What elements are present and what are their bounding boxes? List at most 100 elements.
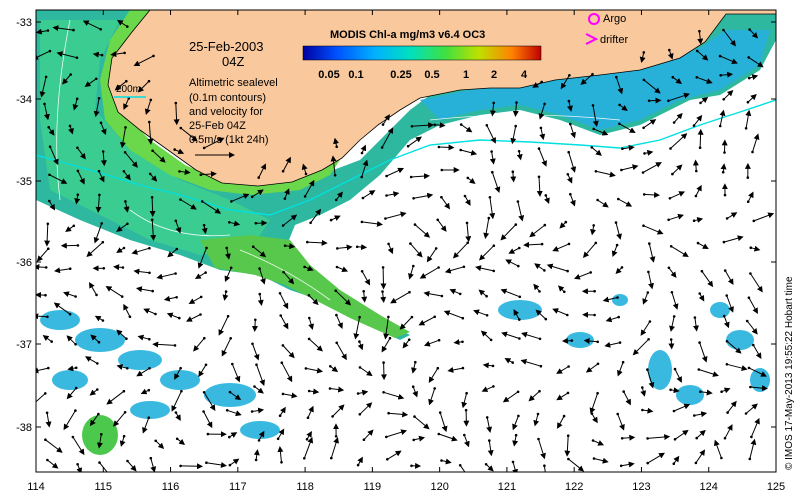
velocity-arrow: [723, 29, 737, 47]
velocity-arrow: [535, 309, 547, 320]
velocity-arrow: [89, 413, 99, 427]
velocity-arrow: [116, 247, 125, 254]
velocity-arrow: [166, 312, 180, 319]
x-tick-label: 114: [27, 481, 45, 493]
velocity-arrow: [615, 267, 623, 275]
velocity-arrow: [591, 147, 602, 156]
velocity-arrow: [475, 265, 494, 272]
velocity-arrow: [500, 288, 520, 298]
velocity-arrow: [726, 340, 742, 354]
velocity-arrow-base: [72, 28, 75, 32]
velocity-arrow: [543, 465, 546, 472]
velocity-arrows: [36, 19, 775, 472]
velocity-arrow: [546, 263, 568, 272]
velocity-arrow: [674, 368, 682, 383]
velocity-arrow: [669, 191, 686, 199]
velocity-arrow: [523, 241, 543, 248]
velocity-arrow: [333, 137, 339, 147]
velocity-arrow: [643, 79, 661, 94]
velocity-arrow: [566, 174, 573, 184]
velocity-arrow: [63, 291, 76, 298]
velocity-arrow: [36, 313, 48, 320]
velocity-arrow: [482, 362, 494, 369]
velocity-arrow: [193, 337, 205, 352]
velocity-arrow: [254, 386, 264, 394]
velocity-arrow: [723, 90, 734, 100]
velocity-arrow: [590, 225, 596, 236]
velocity-arrow: [408, 265, 414, 280]
velocity-arrow: [698, 293, 705, 302]
velocity-arrow: [517, 201, 525, 222]
velocity-arrow: [53, 302, 71, 315]
velocity-arrow: [127, 460, 137, 472]
velocity-arrow: [280, 315, 289, 330]
velocity-arrow: [583, 338, 598, 344]
x-tick-label: 115: [94, 481, 112, 493]
velocity-arrow: [175, 412, 181, 421]
scale-label: 200m: [116, 84, 141, 95]
velocity-arrow: [724, 270, 734, 285]
velocity-arrow: [74, 194, 81, 205]
velocity-arrow: [309, 388, 320, 395]
velocity-arrow: [251, 319, 258, 332]
velocity-arrow: [412, 386, 418, 398]
colorbar-label: 0.5: [424, 69, 439, 81]
velocity-arrow: [380, 291, 387, 303]
legend: Argo drifter: [585, 13, 628, 46]
velocity-arrow: [748, 56, 764, 68]
velocity-arrow: [516, 151, 523, 161]
velocity-arrow: [307, 405, 314, 418]
velocity-arrow: [694, 411, 708, 418]
velocity-arrow: [569, 123, 576, 139]
velocity-arrow: [336, 342, 347, 361]
velocity-arrow: [413, 192, 434, 199]
velocity-arrow: [282, 392, 298, 399]
velocity-arrow: [90, 334, 100, 343]
velocity-arrow: [88, 282, 97, 296]
velocity-arrow: [419, 267, 439, 279]
velocity-arrow: [42, 335, 52, 343]
velocity-arrow: [301, 163, 308, 175]
velocity-arrow: [253, 449, 260, 460]
velocity-arrow: [564, 435, 571, 457]
velocity-arrow: [568, 152, 577, 173]
velocity-arrow: [224, 267, 232, 283]
velocity-arrow: [114, 80, 127, 91]
velocity-arrow: [77, 170, 85, 185]
velocity-arrow: [602, 296, 618, 303]
velocity-arrow: [133, 55, 154, 67]
velocity-arrow: [411, 173, 430, 180]
velocity-arrow: [544, 195, 550, 205]
velocity-arrow: [593, 128, 609, 136]
velocity-arrow: [673, 112, 683, 123]
x-tick-label: 123: [632, 481, 650, 493]
velocity-arrow: [668, 267, 677, 279]
velocity-arrow: [203, 411, 213, 429]
velocity-arrow: [119, 436, 126, 447]
velocity-arrow: [726, 363, 748, 371]
velocity-arrow: [335, 191, 343, 201]
velocity-arrow: [615, 222, 622, 240]
velocity-arrow: [152, 341, 176, 348]
y-axis-ticks: -33 -34 -35 -36 -37 -38: [16, 17, 776, 434]
velocity-arrow: [642, 292, 649, 305]
velocity-arrow: [670, 133, 688, 149]
velocity-arrow: [752, 133, 760, 153]
velocity-arrow: [390, 291, 410, 304]
velocity-arrow: [669, 316, 675, 332]
velocity-arrow: [453, 339, 463, 346]
velocity-arrow: [56, 51, 78, 59]
velocity-arrow: [218, 315, 229, 336]
velocity-arrow: [463, 434, 470, 448]
velocity-arrow: [358, 389, 369, 396]
velocity-arrow: [698, 369, 719, 377]
velocity-arrow: [418, 316, 435, 326]
velocity-arrow: [441, 458, 452, 465]
colorbar-label: 4: [521, 69, 528, 81]
velocity-arrow: [720, 163, 727, 173]
velocity-arrow: [36, 393, 46, 408]
velocity-arrow: [502, 391, 519, 403]
velocity-arrow: [49, 146, 59, 166]
velocity-arrow: [136, 367, 150, 377]
drifter-symbol-icon: [585, 33, 599, 45]
